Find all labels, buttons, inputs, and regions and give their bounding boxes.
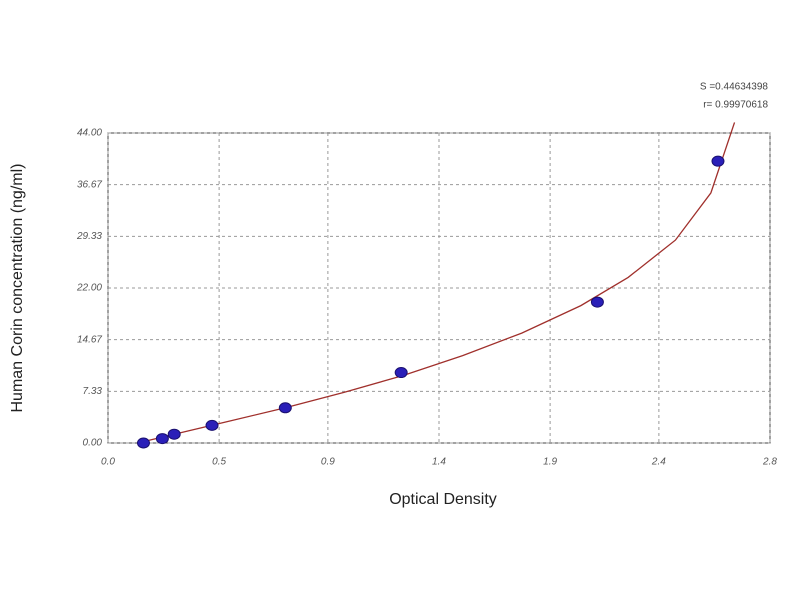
data-point xyxy=(205,419,219,431)
data-point xyxy=(167,428,181,440)
x-tick-label: 2.8 xyxy=(762,457,777,468)
x-tick-label: 0.5 xyxy=(212,457,226,468)
data-point xyxy=(394,367,408,379)
data-point xyxy=(136,437,150,449)
x-axis-label: Optical Density xyxy=(389,491,497,508)
y-tick-label: 44.00 xyxy=(77,128,102,139)
fit-annotation: S =0.44634398 xyxy=(700,82,769,93)
x-tick-label: 2.4 xyxy=(651,457,666,468)
y-tick-label: 14.67 xyxy=(77,334,102,345)
fit-curve xyxy=(143,122,736,443)
y-tick-label: 29.33 xyxy=(76,231,102,242)
y-tick-label: 36.67 xyxy=(77,179,102,190)
data-point xyxy=(278,402,292,414)
fit-annotation: r= 0.99970618 xyxy=(703,100,768,111)
x-tick-label: 1.4 xyxy=(432,457,446,468)
data-point xyxy=(155,433,169,445)
x-tick-label: 0.0 xyxy=(101,457,115,468)
y-tick-label: 0.00 xyxy=(83,438,103,449)
data-point xyxy=(711,155,725,167)
y-tick-label: 7.33 xyxy=(83,386,103,397)
data-point xyxy=(590,296,604,308)
y-axis-label: Human Corin concentration (ng/ml) xyxy=(9,164,26,413)
y-tick-label: 22.00 xyxy=(76,283,102,294)
x-tick-label: 0.9 xyxy=(321,457,335,468)
x-tick-label: 1.9 xyxy=(543,457,557,468)
